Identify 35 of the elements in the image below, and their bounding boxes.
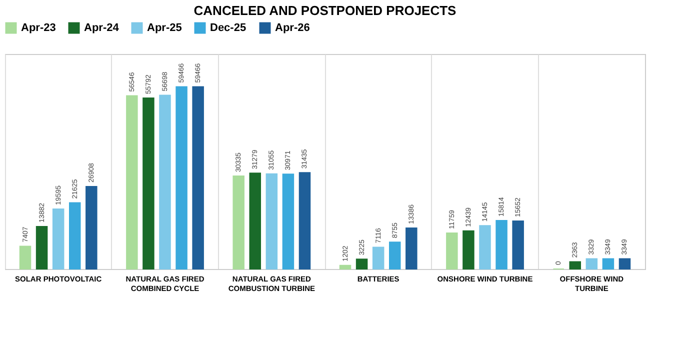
bar (618, 258, 631, 270)
bar (159, 94, 171, 270)
bar (479, 225, 491, 270)
bar (586, 258, 598, 270)
legend-label: Apr-25 (147, 22, 182, 34)
bar (406, 227, 418, 270)
bar (68, 202, 81, 270)
bar (298, 172, 311, 270)
bar (19, 246, 32, 270)
bar (126, 95, 138, 270)
bar (52, 208, 64, 270)
bar (446, 232, 458, 270)
bar (142, 98, 154, 270)
bar (36, 226, 48, 270)
bar (569, 261, 582, 270)
bar (282, 174, 294, 270)
chart-title: CANCELED AND POSTPONED PROJECTS (194, 3, 457, 18)
bar (232, 176, 244, 270)
bar (176, 86, 188, 270)
bar (192, 86, 204, 270)
legend-label: Apr-23 (21, 22, 56, 34)
bar (266, 173, 278, 270)
bar (372, 246, 384, 270)
bar (496, 220, 508, 270)
bar (512, 220, 524, 270)
bar (462, 230, 474, 270)
bar (339, 264, 352, 270)
legend-label: Apr-26 (275, 22, 310, 34)
bar (86, 186, 98, 270)
bar (602, 258, 614, 270)
bar (249, 172, 262, 270)
bar (388, 242, 401, 270)
legend-label: Apr-24 (84, 22, 120, 34)
bar (356, 258, 368, 270)
legend-label: Dec-25 (210, 22, 246, 34)
